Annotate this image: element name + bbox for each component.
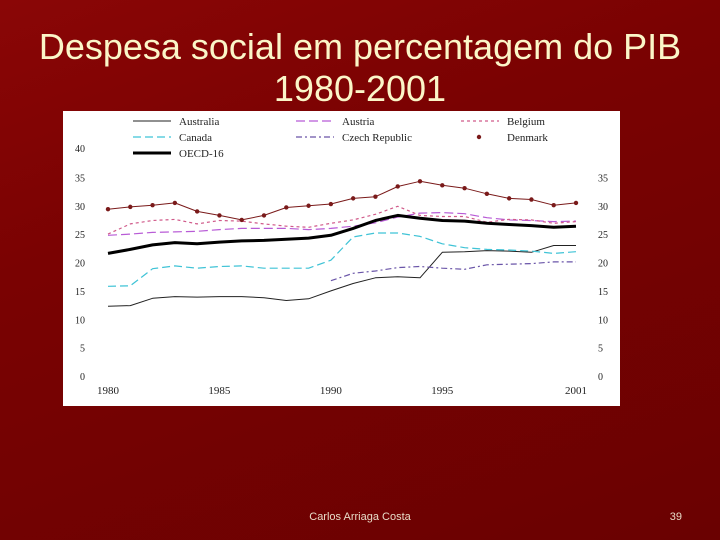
page-number: 39 — [669, 511, 682, 523]
data-point-denmark — [395, 184, 400, 189]
y-tick-label-right: 25 — [598, 230, 608, 241]
y-tick-label-left: 20 — [75, 259, 85, 270]
line-chart: 0 0 5 5 10 10 15 15 20 20 25 25 30 30 35 35 40 1980 1985 19… — [63, 111, 620, 406]
legend-label-austria: Austria — [342, 116, 375, 128]
data-point-denmark — [350, 196, 356, 201]
data-point-denmark — [105, 206, 111, 212]
y-tick-label-left: 25 — [75, 230, 85, 241]
series-line-belgium — [107, 205, 577, 235]
y-tick-label-right: 20 — [598, 259, 608, 270]
y-tick-label-left: 0 — [80, 372, 85, 383]
data-point-denmark — [150, 202, 155, 208]
data-point-denmark — [440, 183, 445, 188]
y-tick-label-right: 30 — [598, 202, 608, 213]
series-line-australia — [107, 245, 576, 307]
y-tick-label-left: 15 — [75, 287, 85, 298]
data-point-denmark — [194, 209, 200, 214]
data-point-denmark — [284, 205, 289, 210]
y-tick-label-left: 30 — [75, 202, 85, 213]
x-tick-label: 1995 — [431, 385, 454, 397]
y-tick-label-left: 35 — [75, 173, 85, 184]
data-point-denmark — [172, 200, 178, 206]
y-tick-label-right: 15 — [598, 287, 608, 298]
series-line-czech-republic — [330, 261, 576, 282]
legend-label-oecd-16: OECD-16 — [179, 148, 224, 160]
y-tick-label-left: 40 — [75, 144, 85, 155]
data-point-denmark — [217, 213, 222, 218]
data-point-denmark — [484, 191, 490, 197]
slide-title: Despesa social em percentagem do PIB 198… — [38, 26, 682, 109]
series-line-canada — [107, 232, 577, 287]
legend-label-denmark: Denmark — [507, 132, 548, 144]
legend-label-australia: Australia — [179, 116, 219, 128]
data-point-denmark — [462, 185, 467, 191]
y-tick-label-left: 10 — [75, 315, 85, 326]
y-tick-label-left: 5 — [80, 344, 85, 355]
data-point-denmark — [261, 213, 267, 218]
series-line-denmark — [107, 180, 577, 221]
x-tick-label: 1980 — [97, 385, 120, 397]
y-tick-label-right: 10 — [598, 315, 608, 326]
legend-label-belgium: Belgium — [507, 116, 545, 128]
data-point-denmark — [529, 197, 534, 202]
y-tick-label-right: 0 — [598, 372, 603, 383]
x-tick-label: 2001 — [565, 385, 587, 397]
series-line-austria — [107, 211, 577, 236]
legend-label-canada: Canada — [179, 132, 212, 144]
data-point-denmark — [551, 202, 556, 208]
data-point-denmark — [239, 217, 244, 223]
data-point-denmark — [573, 200, 579, 206]
data-point-denmark — [506, 196, 512, 201]
data-point-denmark — [417, 179, 423, 184]
chart-svg: 0 0 5 5 10 10 15 15 20 20 25 25 30 30 35 35 40 1980 1985 19… — [75, 116, 608, 397]
data-point-denmark — [128, 204, 133, 210]
data-point-denmark — [306, 203, 311, 208]
series-line-oecd-16 — [107, 213, 577, 255]
y-tick-label-right: 35 — [598, 173, 608, 184]
data-point-denmark — [373, 194, 378, 199]
data-point-denmark — [328, 201, 334, 207]
footer-author: Carlos Arriaga Costa — [309, 511, 411, 523]
legend-label-czech-republic: Czech Republic — [342, 132, 412, 144]
y-tick-label-right: 5 — [598, 344, 603, 355]
x-tick-label: 1990 — [320, 385, 343, 397]
x-tick-label: 1985 — [208, 385, 231, 397]
legend-marker-denmark — [476, 134, 482, 140]
